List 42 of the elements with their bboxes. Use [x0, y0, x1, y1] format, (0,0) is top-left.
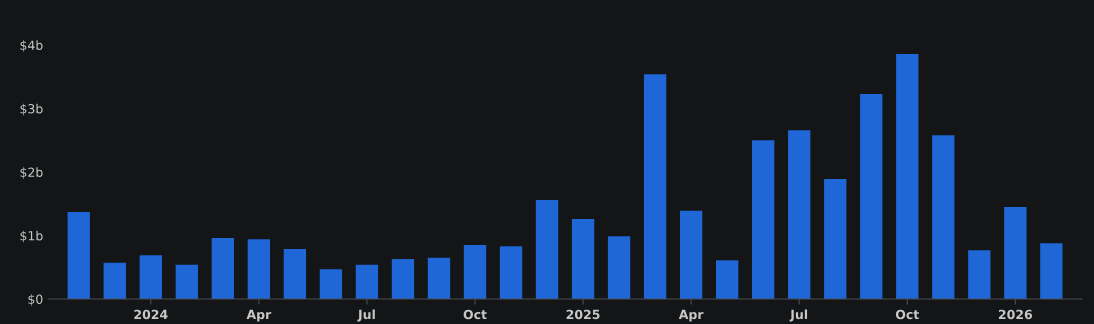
bar	[283, 248, 307, 300]
x-tick-label: Apr	[678, 309, 704, 322]
bar	[643, 74, 667, 300]
bar	[463, 245, 487, 300]
bar	[571, 219, 595, 300]
x-tick-label: 2025	[566, 309, 600, 320]
bar	[175, 264, 198, 300]
bar	[1040, 243, 1063, 300]
x-tick-label: Jul	[357, 309, 375, 322]
x-tick-label: Jul	[789, 309, 808, 322]
bar	[391, 259, 415, 300]
y-tick-label: $2b	[20, 167, 43, 179]
bar	[752, 140, 775, 300]
y-tick-label: $3b	[20, 103, 43, 116]
bar	[860, 93, 883, 300]
bar	[535, 199, 559, 300]
bar	[824, 179, 847, 300]
bar	[427, 257, 451, 300]
y-tick-label: $4b	[20, 40, 43, 52]
bar	[896, 53, 919, 300]
bar	[715, 260, 739, 300]
bar	[103, 262, 126, 300]
bar	[211, 238, 235, 300]
bar	[788, 130, 811, 300]
bar	[355, 264, 379, 300]
bar	[319, 269, 343, 300]
bar	[67, 212, 90, 300]
x-tick-label: 2024	[134, 309, 168, 320]
x-tick-label: Oct	[463, 309, 487, 320]
bar	[932, 135, 955, 300]
x-tick-label: Apr	[246, 309, 272, 322]
y-tick-label: $1b	[20, 230, 43, 243]
bar	[1004, 206, 1027, 300]
bar	[679, 210, 703, 300]
bar	[247, 239, 271, 300]
y-tick-label: $0	[28, 294, 43, 306]
bar	[968, 250, 991, 300]
x-tick-label: Oct	[895, 309, 919, 320]
x-tick-label: 2026	[998, 309, 1033, 320]
bar	[607, 236, 631, 300]
bar	[139, 255, 162, 300]
bar	[499, 246, 523, 300]
